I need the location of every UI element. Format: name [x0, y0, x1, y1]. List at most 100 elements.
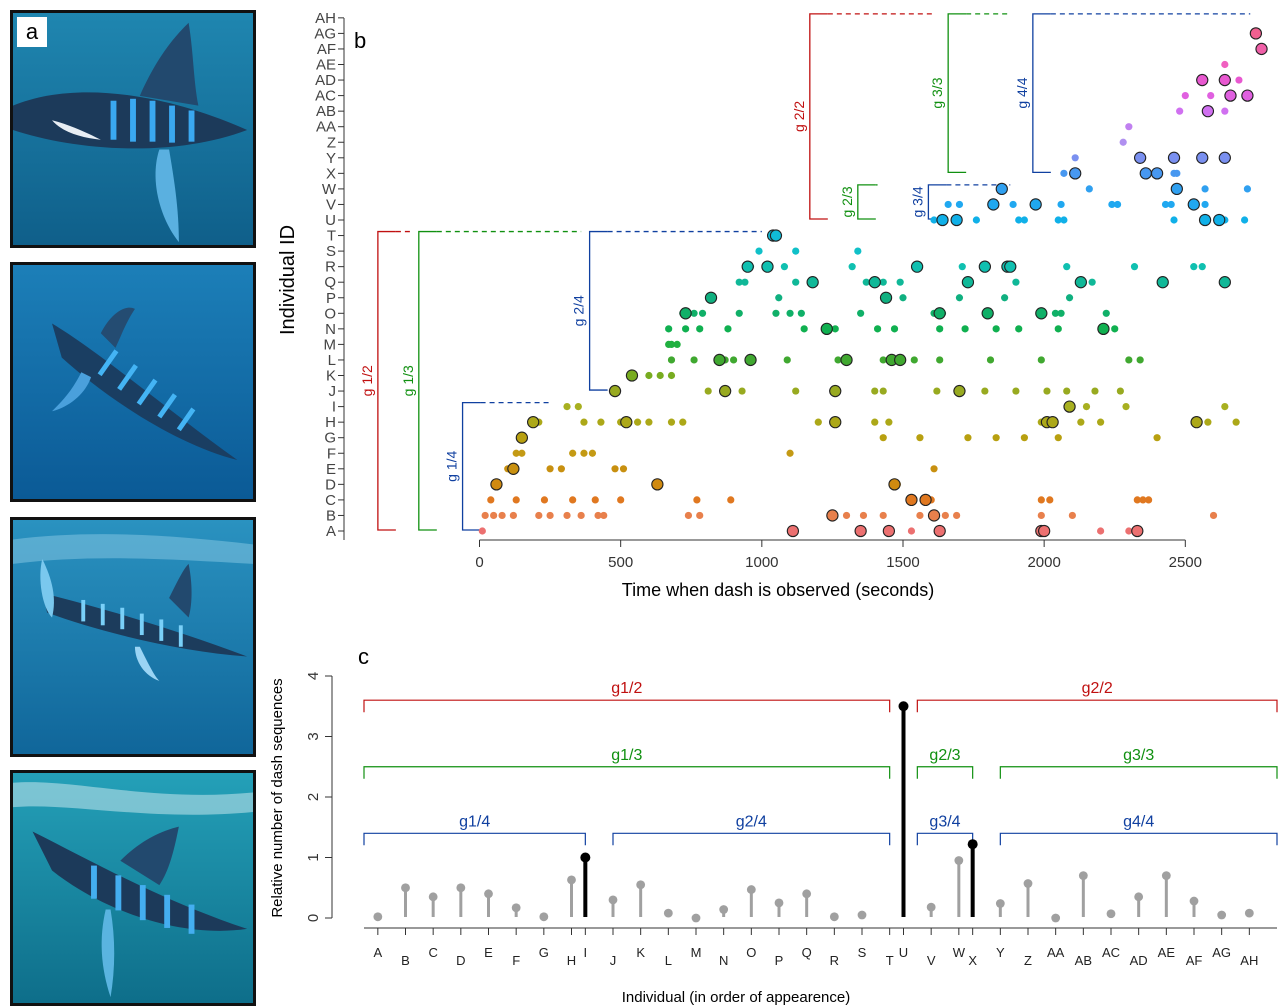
dash-point [1125, 527, 1133, 535]
dash-point [1173, 169, 1181, 177]
dash-point-circled [820, 322, 833, 335]
dash-point [729, 356, 738, 364]
y-tick-label: T [327, 228, 336, 245]
dash-point [981, 387, 989, 395]
lollipop-dot [428, 892, 438, 902]
dash-point [1082, 403, 1091, 411]
dash-point [848, 263, 856, 271]
dash-point [1012, 387, 1020, 395]
dash-point-circled [1035, 307, 1048, 320]
dash-point [665, 325, 673, 333]
lollipop-dot [484, 889, 493, 899]
dash-point [775, 294, 783, 302]
dash-point [1057, 309, 1065, 317]
dash-point [577, 511, 585, 520]
lollipop-dot [774, 898, 784, 908]
x-tick-label: AG [1212, 945, 1231, 960]
dash-point-circled [1133, 151, 1147, 164]
y-tick-label: Y [326, 150, 336, 167]
dash-point [1043, 387, 1051, 395]
dash-point [916, 434, 924, 442]
y-tick-label: O [324, 305, 336, 322]
y-tick-label: F [327, 445, 336, 462]
marlin-photo-2 [10, 262, 256, 502]
dash-point [941, 511, 949, 520]
dash-point [1207, 92, 1215, 100]
dash-point [1097, 418, 1105, 426]
dash-point [600, 511, 608, 520]
y-tick-label: 1 [305, 853, 322, 861]
y-tick-label: N [325, 321, 336, 338]
lollipop-dot [719, 905, 729, 914]
lollipop-dot [926, 902, 936, 912]
y-tick-label: G [324, 430, 336, 447]
striped-marlin-photo [13, 773, 253, 1003]
x-tick-label: O [746, 945, 756, 960]
dash-point [1085, 185, 1093, 193]
dash-point [854, 247, 862, 255]
dash-point [690, 309, 698, 317]
lollipop-dot [802, 889, 812, 899]
dash-point-circled [1063, 400, 1076, 413]
dash-point [1051, 309, 1060, 317]
dash-point-circled [1046, 415, 1059, 429]
x-tick-label: AC [1102, 945, 1120, 960]
marlin-photo-4 [10, 770, 256, 1006]
dash-point [1116, 387, 1124, 395]
dash-point-circled [608, 384, 622, 398]
dash-point [1221, 403, 1229, 411]
dash-sequence-chart: c 01234ABCDEFGHIJKLMNOPQRSTUVWXYZAAABACA… [269, 644, 1278, 1006]
dash-point-circled [882, 524, 896, 538]
dash-point-circled [910, 260, 924, 273]
group-bracket [418, 230, 437, 531]
dash-point [588, 449, 597, 457]
group-bracket [612, 832, 891, 846]
x-tick-label: Q [802, 945, 812, 960]
lollipop-dot [567, 875, 576, 885]
dash-point [741, 278, 749, 286]
y-tick-label: Z [327, 134, 336, 151]
x-tick-label: 2000 [1027, 554, 1060, 571]
group-bracket [377, 230, 396, 531]
dash-point-circled [1150, 167, 1164, 180]
y-tick-label: D [325, 476, 336, 493]
lollipop-dot [1217, 910, 1227, 920]
dash-point [1020, 216, 1028, 224]
lollipop-dot [663, 908, 673, 918]
dash-point [1088, 278, 1096, 286]
dash-point-circled [651, 478, 664, 491]
dash-point-circled [1069, 167, 1082, 180]
x-tick-label: H [567, 953, 576, 968]
dash-point [518, 449, 526, 457]
dash-point [1015, 325, 1023, 333]
dash-point [916, 511, 924, 520]
lollipop-dot [857, 910, 867, 920]
y-tick-label: M [324, 336, 337, 353]
y-tick-label: AD [315, 72, 336, 89]
dash-point [1170, 216, 1178, 224]
dash-sequence-xlabel: Individual (in order of appearence) [622, 989, 850, 1006]
dash-point-circled [987, 198, 1000, 211]
dash-point [645, 418, 653, 426]
dash-point [879, 278, 887, 286]
y-tick-label: X [326, 165, 336, 182]
lollipop-dot [1134, 892, 1144, 902]
dash-point-circled [1249, 27, 1263, 40]
dash-point [1046, 496, 1054, 504]
y-tick-label: AG [314, 25, 336, 42]
dash-point [1037, 356, 1045, 364]
dash-point [1063, 387, 1071, 395]
x-tick-label: N [719, 953, 728, 968]
lollipop-dot [456, 883, 466, 893]
dash-point-circled [1139, 167, 1152, 180]
dash-point-circled [1218, 151, 1231, 164]
dash-point-circled [1167, 151, 1181, 164]
dash-point [594, 511, 602, 520]
group-bracket [947, 13, 967, 173]
x-tick-label: 0 [475, 554, 483, 571]
dash-point [684, 511, 693, 520]
dash-point [831, 325, 839, 333]
highlight-dot [967, 839, 978, 850]
dash-point-circled [1255, 42, 1268, 56]
dash-point [673, 340, 681, 348]
